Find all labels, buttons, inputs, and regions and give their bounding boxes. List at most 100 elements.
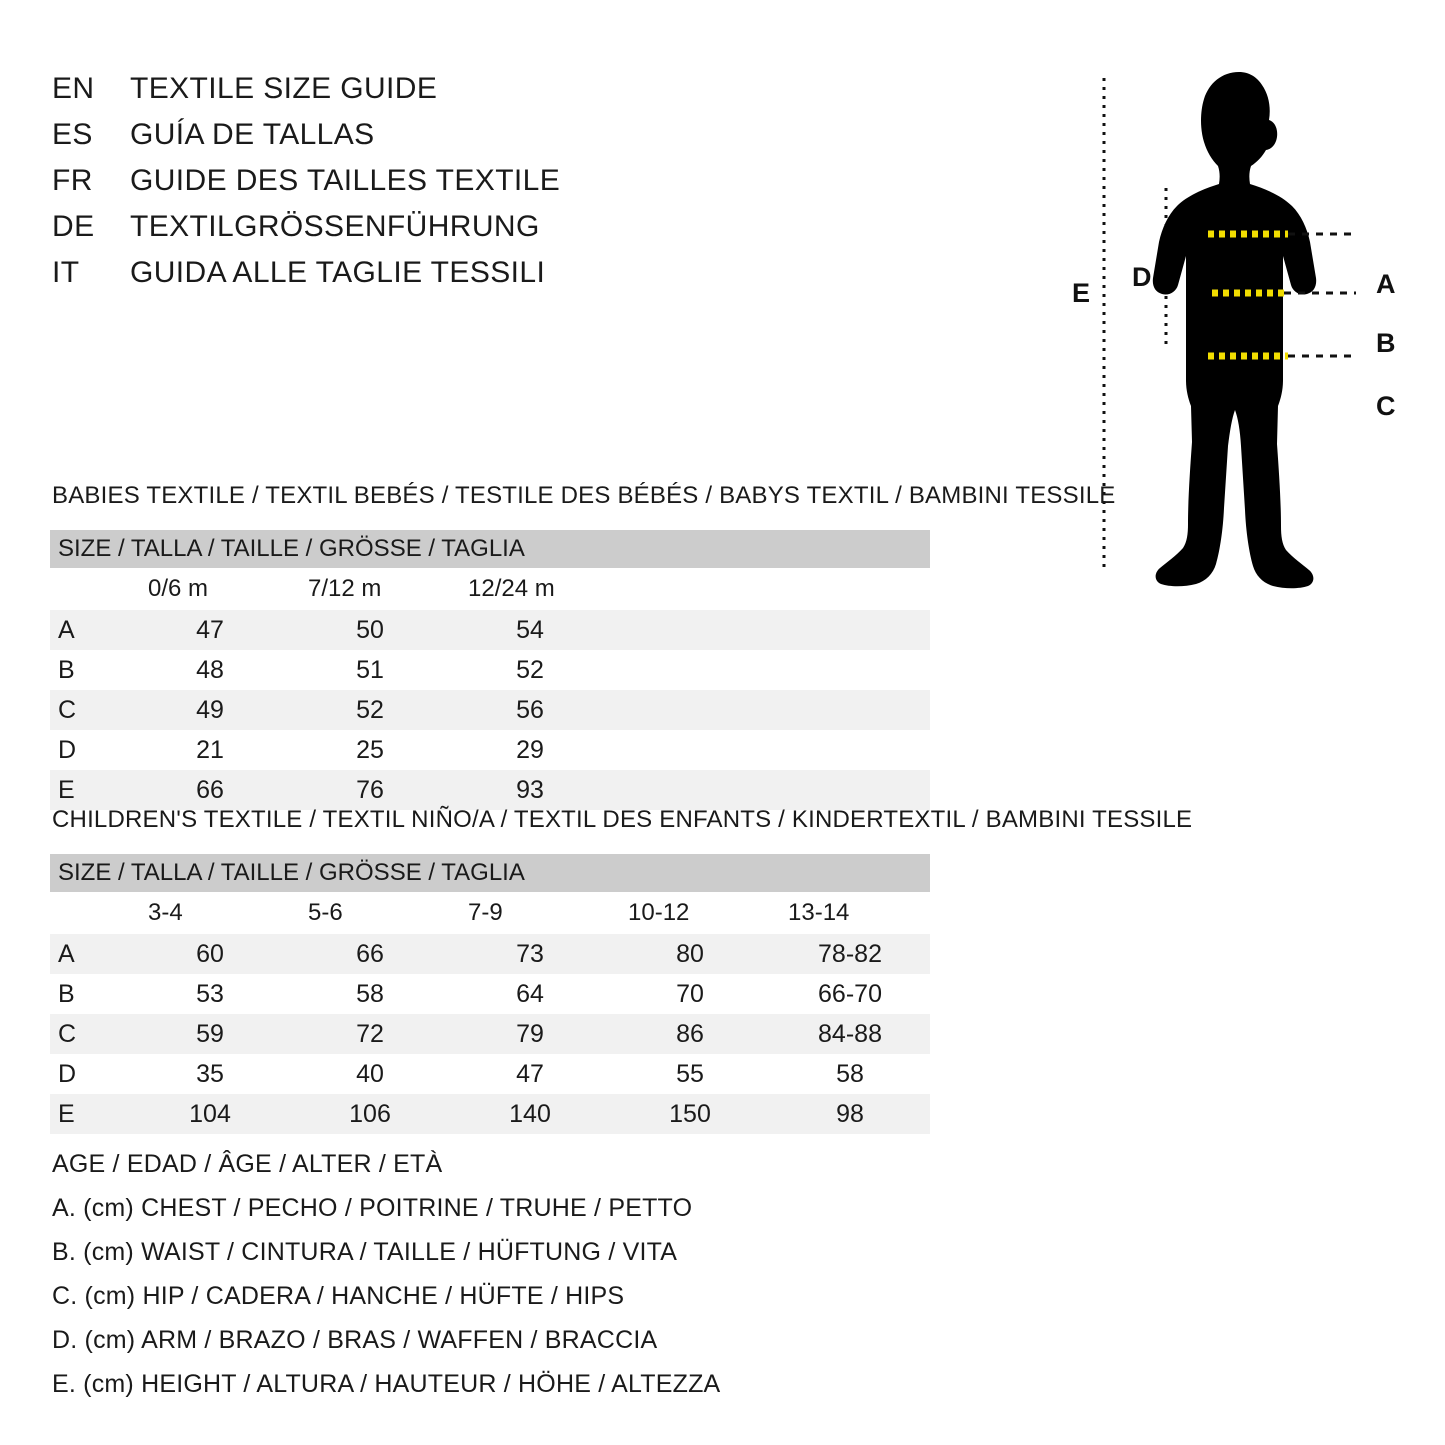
babies-section-title: BABIES TEXTILE / TEXTIL BEBÉS / TESTILE … [52, 482, 1116, 509]
children-column-header-0: 3-4 [130, 892, 290, 934]
title-text-en: TEXTILE SIZE GUIDE [130, 72, 438, 105]
children-cell-a-0: 60 [130, 934, 290, 974]
title-text-fr: GUIDE DES TAILLES TEXTILE [130, 164, 561, 197]
table-row: A 47 50 54 [50, 610, 931, 650]
title-row-fr: FR GUIDE DES TAILLES TEXTILE [52, 164, 672, 210]
babies-cell-d-1: 25 [290, 730, 450, 770]
children-cell-d-0: 35 [130, 1054, 290, 1094]
children-cell-d-3: 55 [610, 1054, 770, 1094]
children-cell-d-2: 47 [450, 1054, 610, 1094]
child-silhouette-icon [1152, 72, 1317, 589]
children-row-label-e: E [50, 1094, 130, 1134]
table-row: D 35 40 47 55 58 [50, 1054, 931, 1094]
babies-cell-b-0: 48 [130, 650, 290, 690]
babies-cell-c-0: 49 [130, 690, 290, 730]
table-row: A 60 66 73 80 78-82 [50, 934, 931, 974]
figure-label-a: A [1376, 269, 1396, 299]
babies-cell-a-2: 54 [450, 610, 610, 650]
children-cell-d-1: 40 [290, 1054, 450, 1094]
table-row: B 53 58 64 70 66-70 [50, 974, 931, 1014]
children-cell-e-4: 98 [770, 1094, 931, 1134]
language-code-fr: FR [52, 164, 93, 197]
children-column-header-3: 10-12 [610, 892, 770, 934]
legend-line-age: AGE / EDAD / ÂGE / ALTER / ETÀ [52, 1150, 443, 1178]
babies-row-label-c: C [50, 690, 130, 730]
title-text-es: GUÍA DE TALLAS [130, 118, 375, 151]
babies-row-label-e: E [50, 770, 130, 810]
children-cell-c-4: 84-88 [770, 1014, 931, 1054]
children-header-bar-label: SIZE / TALLA / TAILLE / GRÖSSE / TAGLIA [50, 854, 931, 892]
babies-cell-b-1: 51 [290, 650, 450, 690]
babies-row-label-d: D [50, 730, 130, 770]
babies-cell-b-spacer [610, 650, 931, 690]
babies-cell-a-spacer [610, 610, 931, 650]
children-size-table: SIZE / TALLA / TAILLE / GRÖSSE / TAGLIA … [50, 854, 931, 1134]
children-row-label-b: B [50, 974, 130, 1014]
children-cell-b-0: 53 [130, 974, 290, 1014]
language-code-de: DE [52, 210, 95, 243]
babies-cell-a-0: 47 [130, 610, 290, 650]
children-column-header-row: 3-4 5-6 7-9 10-12 13-14 [50, 892, 931, 934]
babies-column-header-row: 0/6 m 7/12 m 12/24 m [50, 568, 931, 610]
babies-header-bar-label: SIZE / TALLA / TAILLE / GRÖSSE / TAGLIA [50, 530, 931, 568]
figure-label-e: E [1072, 278, 1091, 308]
title-block: EN TEXTILE SIZE GUIDE ES GUÍA DE TALLAS … [52, 72, 672, 302]
children-cell-e-3: 150 [610, 1094, 770, 1134]
table-row: E 104 106 140 150 98 [50, 1094, 931, 1134]
figure-label-c: C [1376, 391, 1396, 421]
title-row-it: IT GUIDA ALLE TAGLIE TESSILI [52, 256, 672, 302]
babies-table-header-bar: SIZE / TALLA / TAILLE / GRÖSSE / TAGLIA [50, 530, 931, 568]
figure-label-b: B [1376, 328, 1396, 358]
table-row: C 49 52 56 [50, 690, 931, 730]
legend-line-d-arm: D. (cm) ARM / BRAZO / BRAS / WAFFEN / BR… [52, 1326, 658, 1354]
babies-cell-e-spacer [610, 770, 931, 810]
babies-column-header-0: 0/6 m [130, 568, 290, 610]
children-cell-a-1: 66 [290, 934, 450, 974]
children-cell-c-3: 86 [610, 1014, 770, 1054]
language-code-it: IT [52, 256, 80, 289]
children-row-label-d: D [50, 1054, 130, 1094]
title-text-de: TEXTILGRÖSSENFÜHRUNG [130, 210, 540, 243]
babies-row-label-a: A [50, 610, 130, 650]
babies-cell-e-1: 76 [290, 770, 450, 810]
children-row-label-c: C [50, 1014, 130, 1054]
babies-column-header-1: 7/12 m [290, 568, 450, 610]
children-cell-b-2: 64 [450, 974, 610, 1014]
children-section-title: CHILDREN'S TEXTILE / TEXTIL NIÑO/A / TEX… [52, 806, 1193, 833]
babies-column-header-spacer [610, 568, 931, 610]
children-column-header-2: 7-9 [450, 892, 610, 934]
babies-cell-c-spacer [610, 690, 931, 730]
title-text-it: GUIDA ALLE TAGLIE TESSILI [130, 256, 546, 289]
children-cell-a-4: 78-82 [770, 934, 931, 974]
table-row: C 59 72 79 86 84-88 [50, 1014, 931, 1054]
children-row-label-a: A [50, 934, 130, 974]
children-cell-c-1: 72 [290, 1014, 450, 1054]
figure-label-d: D [1132, 262, 1152, 292]
table-row: D 21 25 29 [50, 730, 931, 770]
babies-column-header-2: 12/24 m [450, 568, 610, 610]
babies-corner-cell [50, 568, 130, 610]
children-cell-c-0: 59 [130, 1014, 290, 1054]
title-row-en: EN TEXTILE SIZE GUIDE [52, 72, 672, 118]
babies-cell-d-spacer [610, 730, 931, 770]
babies-row-label-b: B [50, 650, 130, 690]
children-cell-e-0: 104 [130, 1094, 290, 1134]
children-column-header-1: 5-6 [290, 892, 450, 934]
babies-cell-c-1: 52 [290, 690, 450, 730]
title-row-de: DE TEXTILGRÖSSENFÜHRUNG [52, 210, 672, 256]
children-cell-b-3: 70 [610, 974, 770, 1014]
children-table-header-bar: SIZE / TALLA / TAILLE / GRÖSSE / TAGLIA [50, 854, 931, 892]
measurement-legend: AGE / EDAD / ÂGE / ALTER / ETÀ A. (cm) C… [52, 1142, 812, 1406]
babies-cell-b-2: 52 [450, 650, 610, 690]
language-code-es: ES [52, 118, 93, 151]
measurement-figure: A B C D E [1040, 50, 1440, 590]
children-cell-b-1: 58 [290, 974, 450, 1014]
babies-cell-d-2: 29 [450, 730, 610, 770]
legend-line-c-hip: C. (cm) HIP / CADERA / HANCHE / HÜFTE / … [52, 1282, 625, 1310]
table-row: E 66 76 93 [50, 770, 931, 810]
legend-line-e-height: E. (cm) HEIGHT / ALTURA / HAUTEUR / HÖHE… [52, 1370, 721, 1398]
children-cell-c-2: 79 [450, 1014, 610, 1054]
babies-cell-e-0: 66 [130, 770, 290, 810]
children-corner-cell [50, 892, 130, 934]
table-row: B 48 51 52 [50, 650, 931, 690]
